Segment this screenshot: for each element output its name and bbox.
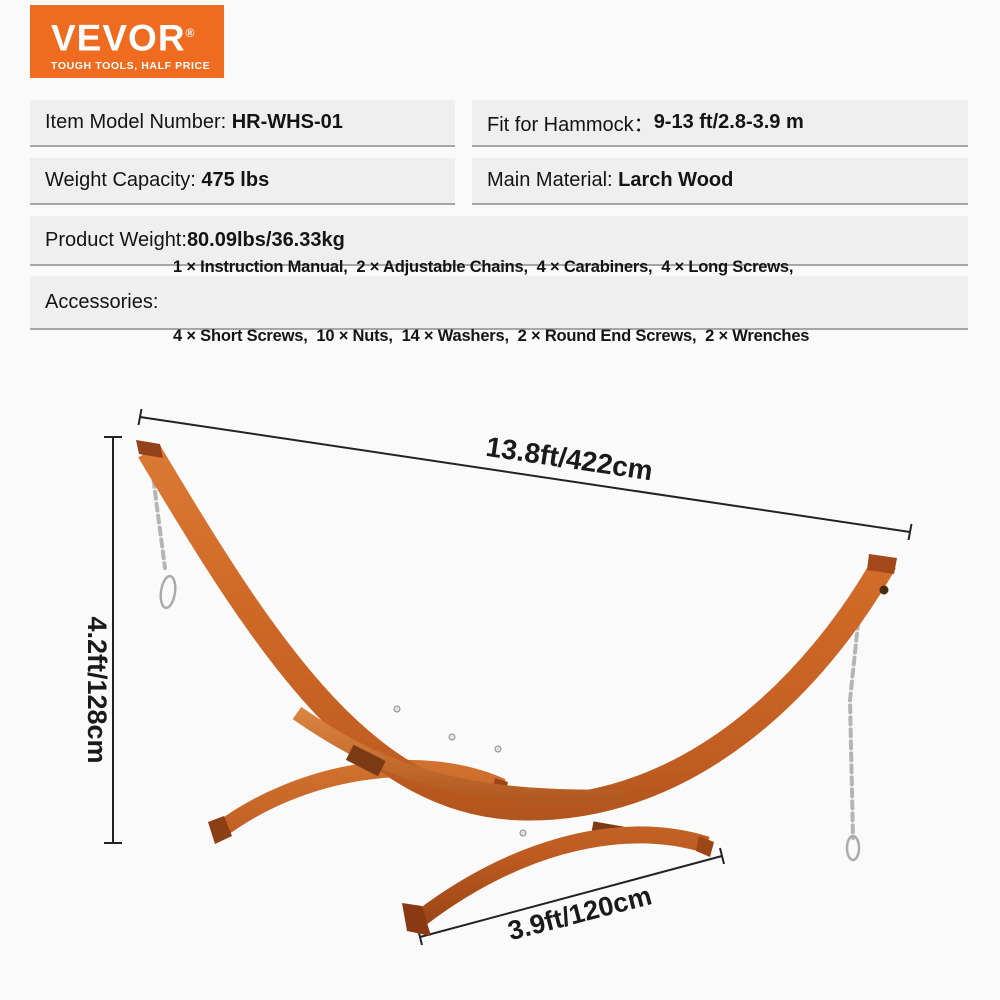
base-leg-front (410, 826, 710, 929)
vevor-logo: VEVOR® TOUGH TOOLS, HALF PRICE (30, 5, 224, 78)
main-arc-beam (138, 444, 896, 821)
hammock-stand-photo (136, 440, 897, 936)
logo-text: VEVOR (51, 17, 186, 59)
screw-2 (448, 733, 456, 741)
item-model-label: Item Model Number: (45, 111, 232, 133)
fit-for-hammock-label: Fit for Hammock： (487, 114, 654, 136)
spec-row-fit-for-hammock: Fit for Hammock： 9-13 ft/2.8-3.9 m (472, 100, 968, 147)
base-tick-right (719, 847, 725, 865)
base-leg-front-tip-cap (696, 836, 714, 857)
logo-wordmark: VEVOR® (51, 15, 224, 56)
spec-row-accessories: Accessories: 1 × Instruction Manual, 2 ×… (30, 258, 968, 345)
product-weight-label: Product Weight: (45, 228, 187, 251)
dimension-length: 13.8ft/422cm (137, 408, 913, 541)
weight-capacity-label: Weight Capacity: (45, 169, 202, 191)
main-material-value: Larch Wood (618, 169, 734, 191)
screw-3 (494, 745, 502, 753)
spec-row-weight-capacity: Weight Capacity: 475 lbs (30, 158, 455, 205)
right-chain-end-link-icon (845, 834, 861, 862)
spec-row-item-model: Item Model Number: HR-WHS-01 (30, 100, 455, 147)
center-connector-block-left (345, 744, 386, 777)
accessories-line-2: 4 × Short Screws, 10 × Nuts, 14 × Washer… (173, 327, 810, 345)
right-arm-screw (879, 585, 889, 595)
main-material-label: Main Material: (487, 169, 619, 191)
left-carabiner-icon (159, 574, 177, 610)
length-dimension-label: 13.8ft/422cm (484, 431, 655, 487)
length-tick-right (907, 523, 913, 541)
screw-1 (393, 705, 401, 713)
dimension-height: 4.2ft/128cm (82, 436, 122, 844)
base-leg-rear-foot-cap (208, 816, 232, 844)
registered-trademark-icon: ® (185, 26, 195, 40)
left-arm-end-cap (136, 440, 163, 458)
item-model-value: HR-WHS-01 (231, 111, 343, 133)
height-dimension-label: 4.2ft/128cm (82, 616, 112, 763)
base-leg-front-foot-cap (402, 903, 431, 936)
base-dimension-line (419, 855, 723, 938)
product-weight-value: 80.09lbs/36.33kg (186, 228, 345, 251)
accessories-label: Accessories: (45, 290, 159, 313)
base-leg-rear (213, 759, 506, 838)
spec-row-product-weight: Product Weight: 80.09lbs/36.33kg (30, 216, 968, 266)
laminated-center-beam (292, 706, 626, 805)
logo-tagline: TOUGH TOOLS, HALF PRICE (51, 60, 211, 73)
weight-capacity-value: 475 lbs (201, 169, 270, 191)
screw-4 (519, 829, 527, 837)
base-dimension-label: 3.9ft/120cm (505, 880, 655, 946)
right-arm-end-cap (867, 554, 897, 574)
accessories-line-1: 1 × Instruction Manual, 2 × Adjustable C… (173, 258, 794, 276)
spec-row-main-material: Main Material: Larch Wood (472, 158, 968, 205)
accessories-list: 1 × Instruction Manual, 2 × Adjustable C… (173, 210, 809, 394)
length-dimension-line (139, 416, 911, 533)
fit-for-hammock-value: 9-13 ft/2.8-3.9 m (653, 111, 804, 133)
length-tick-left (137, 408, 143, 426)
